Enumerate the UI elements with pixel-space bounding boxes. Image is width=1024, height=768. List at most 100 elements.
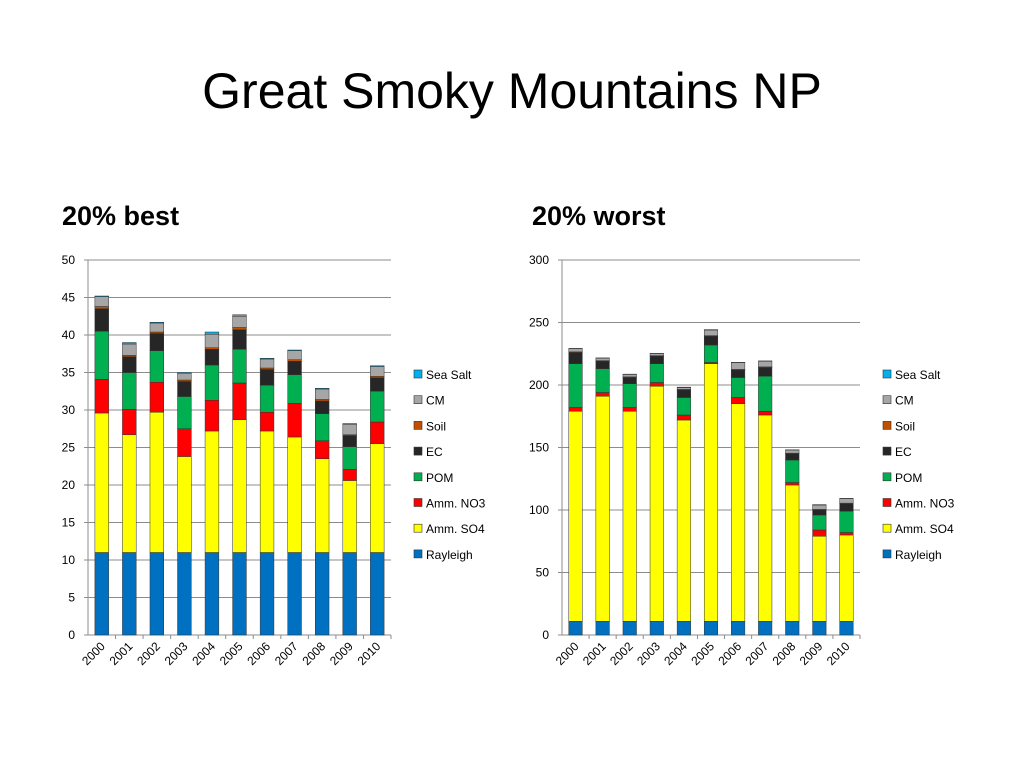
worst-bar-segment-cm <box>595 357 610 361</box>
best-y-tick-label: 45 <box>62 291 76 305</box>
best-bar-segment-sea-salt <box>122 342 137 345</box>
worst-bar-segment-cm <box>676 387 691 390</box>
best-legend-label: CM <box>426 394 445 408</box>
worst-y-tick-label: 200 <box>529 378 549 392</box>
worst-y-tick-label: 100 <box>529 503 549 517</box>
slide-title: Great Smoky Mountains NP <box>202 63 822 119</box>
worst-legend-swatch <box>882 369 892 379</box>
worst-bar-segment-amm-so4 <box>839 534 854 622</box>
worst-bar-segment-rayleigh <box>568 621 583 636</box>
worst-legend-swatch <box>882 498 892 507</box>
worst-legend-swatch <box>882 421 892 430</box>
best-legend-swatch <box>413 421 423 430</box>
worst-bar-segment-rayleigh <box>785 621 800 636</box>
best-bar-segment-sea-salt <box>287 349 302 351</box>
worst-legend-swatch <box>882 549 892 559</box>
worst-days-chart: 0501001502002503002000200120022003200420… <box>529 253 955 668</box>
best-legend-label: Rayleigh <box>426 548 473 562</box>
best-bar-segment-sea-salt <box>204 331 220 335</box>
worst-x-tick-label: 2005 <box>688 639 717 668</box>
worst-bar-segment-ec <box>622 377 637 384</box>
best-legend-label: EC <box>426 445 443 459</box>
worst-bar-segment-ec <box>731 369 746 378</box>
worst-legend-swatch <box>882 523 892 533</box>
worst-bar-segment-cm <box>812 504 827 510</box>
worst-legend-swatch <box>882 395 892 404</box>
worst-bar-segment-amm-no3 <box>649 382 664 387</box>
best-bar-segment-sea-salt <box>342 423 357 425</box>
worst-y-tick-label: 250 <box>529 316 549 330</box>
best-y-tick-label: 15 <box>62 516 76 530</box>
worst-legend-swatch <box>882 472 892 482</box>
best-y-tick-label: 30 <box>62 403 76 417</box>
worst-x-tick-label: 2008 <box>770 639 799 668</box>
worst-bar-segment-pom <box>595 368 610 393</box>
worst-bar-segment-rayleigh <box>622 621 637 636</box>
worst-x-tick-label: 2001 <box>580 639 609 668</box>
worst-bar-segment-pom <box>649 363 664 383</box>
best-days-chart: 0510152025303540455020002001200220032004… <box>62 253 486 668</box>
best-bar-segment-sea-salt <box>149 322 165 324</box>
worst-bar-segment-rayleigh <box>839 621 854 636</box>
worst-bar-segment-pom <box>676 397 691 416</box>
worst-bar-segment-amm-so4 <box>649 386 664 622</box>
worst-bar-segment-amm-so4 <box>785 484 800 622</box>
worst-bar-segment-rayleigh <box>731 621 746 636</box>
worst-legend-label: Rayleigh <box>895 548 942 562</box>
best-bar-segment-sea-salt <box>259 358 275 360</box>
worst-legend-label: Amm. SO4 <box>895 522 954 536</box>
worst-bar-segment-amm-no3 <box>595 392 610 397</box>
worst-y-tick-label: 50 <box>536 566 550 580</box>
worst-bar-segment-cm <box>703 329 719 336</box>
best-bar-segment-sea-salt <box>315 388 330 390</box>
worst-legend-label: CM <box>895 394 914 408</box>
worst-bar-segment-amm-so4 <box>758 414 773 622</box>
worst-y-tick-label: 150 <box>529 441 549 455</box>
best-bar-segment-sea-salt <box>232 314 247 317</box>
worst-bar-segment-pom <box>812 514 827 531</box>
worst-panel-title: 20% worst <box>532 201 666 231</box>
worst-bar-segment-ec <box>703 336 719 346</box>
best-legend-swatch <box>413 395 423 404</box>
best-legend-label: Soil <box>426 419 446 433</box>
best-y-tick-label: 25 <box>62 441 76 455</box>
worst-bar-segment-amm-so4 <box>676 419 691 622</box>
worst-bar-segment-rayleigh <box>758 621 773 636</box>
worst-bar-segment-ec <box>649 356 664 364</box>
worst-bar-segment-pom <box>703 344 719 363</box>
worst-y-tick-label: 300 <box>529 253 549 267</box>
worst-bar-segment-rayleigh <box>676 621 691 636</box>
best-legend-swatch <box>413 549 423 559</box>
worst-bar-segment-ec <box>785 453 800 461</box>
best-legend-swatch <box>413 446 423 456</box>
worst-bar-segment-ec <box>568 352 583 364</box>
worst-legend-label: POM <box>895 471 922 485</box>
worst-bar-segment-ec <box>839 503 854 512</box>
worst-bar-segment-amm-so4 <box>568 411 583 622</box>
best-legend-label: Sea Salt <box>426 368 472 382</box>
worst-legend-label: Amm. NO3 <box>895 497 955 511</box>
worst-x-tick-label: 2010 <box>824 639 853 668</box>
worst-bar-segment-ec <box>758 367 773 377</box>
best-legend-label: Amm. SO4 <box>426 522 485 536</box>
worst-x-tick-label: 2006 <box>715 639 744 668</box>
worst-bar-segment-amm-no3 <box>839 532 854 536</box>
worst-bar-segment-amm-so4 <box>812 536 827 622</box>
worst-y-tick-label: 0 <box>542 628 549 642</box>
worst-x-tick-label: 2003 <box>634 639 663 668</box>
worst-bar-segment-ec <box>595 361 610 369</box>
worst-bar-segment-rayleigh <box>595 621 610 636</box>
worst-bar-segment-amm-so4 <box>622 411 637 622</box>
best-y-tick-label: 10 <box>62 553 76 567</box>
worst-legend-swatch <box>882 446 892 456</box>
worst-legend-label: Soil <box>895 419 915 433</box>
best-legend-swatch <box>413 523 423 533</box>
worst-bar-segment-rayleigh <box>812 621 827 636</box>
worst-bar-segment-amm-so4 <box>703 363 719 622</box>
best-y-tick-label: 20 <box>62 478 76 492</box>
worst-bar-segment-amm-no3 <box>812 529 827 537</box>
worst-bar-segment-amm-no3 <box>785 482 800 486</box>
worst-bar-segment-cm <box>731 362 746 370</box>
worst-bar-segment-ec <box>676 389 691 398</box>
best-y-tick-label: 50 <box>62 253 76 267</box>
